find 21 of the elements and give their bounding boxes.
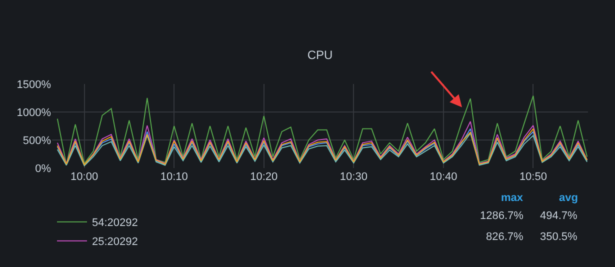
x-tick-label: 10:50 — [519, 171, 547, 183]
text: 350.5% — [540, 231, 578, 243]
x-tick-label: 10:10 — [160, 171, 188, 183]
x-tick-label: 10:30 — [340, 171, 368, 183]
y-tick-label: 500% — [22, 134, 52, 147]
text: avg — [559, 192, 578, 204]
line-series — [56, 121, 588, 166]
y-tick-label: 1500% — [16, 78, 52, 91]
text: 826.7% — [486, 231, 524, 243]
y-tick-label: 0% — [35, 162, 52, 175]
text: 494.7% — [540, 210, 578, 222]
x-tick-label: 10:40 — [430, 171, 458, 183]
legend-label: 25:20292 — [92, 236, 138, 248]
text: 1286.7% — [480, 210, 524, 222]
x-tick-label: 10:00 — [70, 171, 98, 183]
chart-title: CPU — [307, 48, 333, 62]
y-tick-label: 1000% — [16, 106, 52, 119]
legend-label: 54:20292 — [92, 217, 138, 230]
text: max — [501, 192, 524, 204]
line-series — [56, 95, 588, 166]
x-tick-label: 10:20 — [250, 171, 278, 183]
